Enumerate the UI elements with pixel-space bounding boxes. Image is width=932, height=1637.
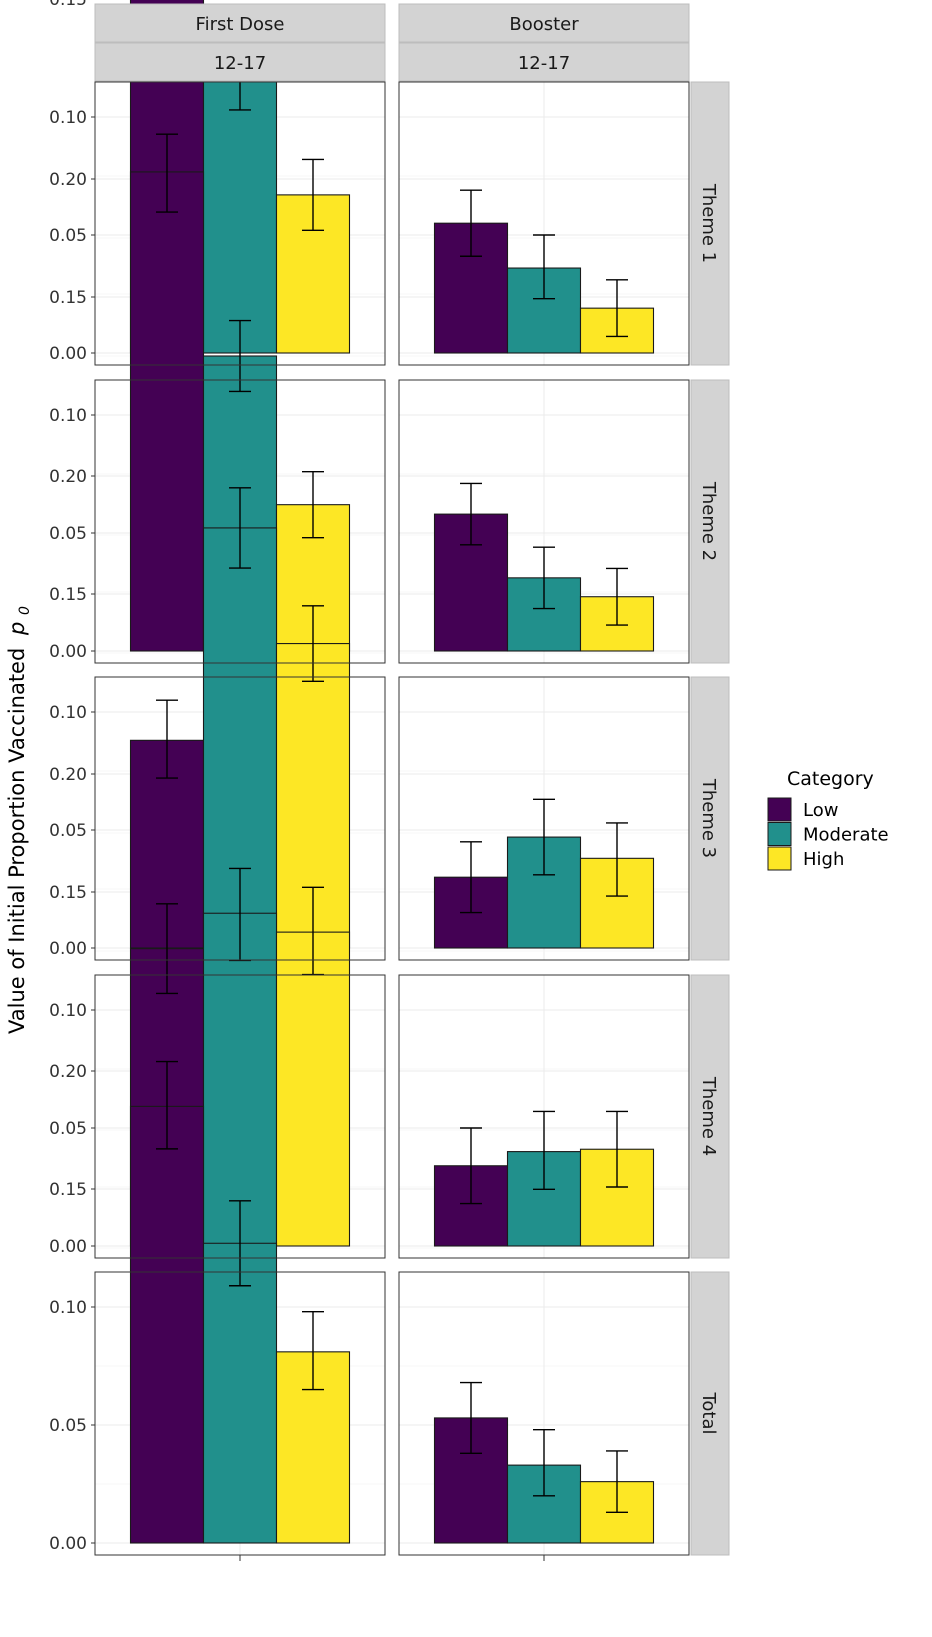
strip-row-label: Total xyxy=(698,1391,719,1434)
bar-theme-2-first-dose-low xyxy=(129,171,205,652)
y-tick-label-total: 0.15 xyxy=(49,1180,87,1200)
strip-column-sub-booster xyxy=(398,42,690,82)
panel-theme-1-booster xyxy=(398,81,690,366)
y-tick-label-theme-3: 0.10 xyxy=(49,703,87,723)
error-bars xyxy=(156,36,628,1514)
bar-total-first-dose-low xyxy=(129,1105,205,1544)
y-tick-label-theme-1: 0.00 xyxy=(49,344,87,364)
y-axis-title: Value of Initial Proportion Vaccinated p… xyxy=(5,606,33,1034)
panel-borders xyxy=(94,81,690,1556)
strip-column-label: Booster xyxy=(509,14,579,35)
y-tick-label-total: 0.00 xyxy=(49,1534,87,1554)
strip-row-label: Theme 3 xyxy=(698,778,719,858)
strip-row-label: Theme 1 xyxy=(698,183,719,263)
strip-row-label: Theme 2 xyxy=(698,481,719,561)
y-tick-label-total: 0.20 xyxy=(49,1062,87,1082)
panel-theme-3-first-dose xyxy=(94,676,386,961)
bar-theme-4-first-dose-high xyxy=(275,931,351,1247)
y-tick-label-theme-3: 0.05 xyxy=(49,821,87,841)
panel-theme-1-first-dose xyxy=(94,81,386,366)
strip-column-sublabel: 12-17 xyxy=(214,53,266,74)
bar-theme-1-booster-moderate xyxy=(506,267,582,354)
strip-row-theme-4 xyxy=(690,974,730,1259)
legend-title: Category xyxy=(787,768,874,790)
panel-theme-2-first-dose xyxy=(94,379,386,664)
bar-theme-4-first-dose-moderate xyxy=(202,912,278,1247)
legend: Category Low Moderate High xyxy=(767,768,889,871)
bar-total-first-dose-moderate xyxy=(202,1242,278,1544)
strip-column-sublabel: 12-17 xyxy=(518,53,570,74)
strip-column-first-dose xyxy=(94,3,386,43)
legend-key-moderate xyxy=(767,822,792,846)
facet-strips: First Dose 12-17 Booster 12-17 Theme 1 Theme … xyxy=(94,3,730,1556)
y-tick-label-theme-4: 0.05 xyxy=(49,1119,87,1139)
y-tick-label-theme-4: 0.15 xyxy=(49,883,87,903)
bars xyxy=(129,0,655,1544)
y-axis-title-text: Value of Initial Proportion Vaccinated xyxy=(5,648,29,1034)
bar-theme-3-booster-moderate xyxy=(506,836,582,949)
strip-row-label: Theme 4 xyxy=(698,1076,719,1156)
axes: 0.00 0.05 0.10 0.15 0.20 0.00 0.05 0.10 0.15 0.20… xyxy=(49,0,545,1561)
strip-column-sub-first-dose xyxy=(94,42,386,82)
y-tick-label-theme-1: 0.15 xyxy=(49,0,87,10)
strip-row-theme-3 xyxy=(690,676,730,961)
legend-label-moderate: Moderate xyxy=(803,825,889,846)
bar-theme-1-first-dose-moderate xyxy=(202,73,278,354)
y-axis-title-subscript: 0 xyxy=(17,606,33,615)
panel-theme-3-booster xyxy=(398,676,690,961)
legend-key-low xyxy=(767,797,792,822)
y-axis-title-symbol: p xyxy=(5,622,29,636)
y-tick-label-theme-3: 0.00 xyxy=(49,939,87,959)
strip-row-total xyxy=(690,1271,730,1556)
y-tick-label-theme-1: 0.10 xyxy=(49,108,87,128)
y-tick-label-theme-2: 0.00 xyxy=(49,642,87,662)
legend-label-low: Low xyxy=(803,800,838,821)
y-tick-label-theme-2: 0.05 xyxy=(49,524,87,544)
strip-row-theme-1 xyxy=(690,81,730,366)
y-tick-label-theme-1: 0.05 xyxy=(49,226,87,246)
legend-key-high xyxy=(767,846,792,871)
y-tick-label-total: 0.10 xyxy=(49,1298,87,1318)
y-tick-label-theme-4: 0.10 xyxy=(49,1001,87,1021)
y-tick-label-theme-2: 0.15 xyxy=(49,288,87,308)
strip-column-label: First Dose xyxy=(196,14,285,35)
y-tick-label-theme-3: 0.20 xyxy=(49,467,87,487)
legend-label-high: High xyxy=(803,849,844,870)
panel-theme-4-first-dose xyxy=(94,974,386,1259)
y-tick-label-theme-2: 0.20 xyxy=(49,170,87,190)
panel-theme-2-booster xyxy=(398,379,690,664)
y-tick-label-total: 0.05 xyxy=(49,1416,87,1436)
strip-column-booster xyxy=(398,3,690,43)
y-tick-label-theme-4: 0.00 xyxy=(49,1237,87,1257)
strip-row-theme-2 xyxy=(690,379,730,664)
y-tick-label-theme-4: 0.20 xyxy=(49,765,87,785)
y-tick-label-theme-2: 0.10 xyxy=(49,406,87,426)
y-tick-label-theme-3: 0.15 xyxy=(49,585,87,605)
panel-theme-4-booster xyxy=(398,974,690,1259)
